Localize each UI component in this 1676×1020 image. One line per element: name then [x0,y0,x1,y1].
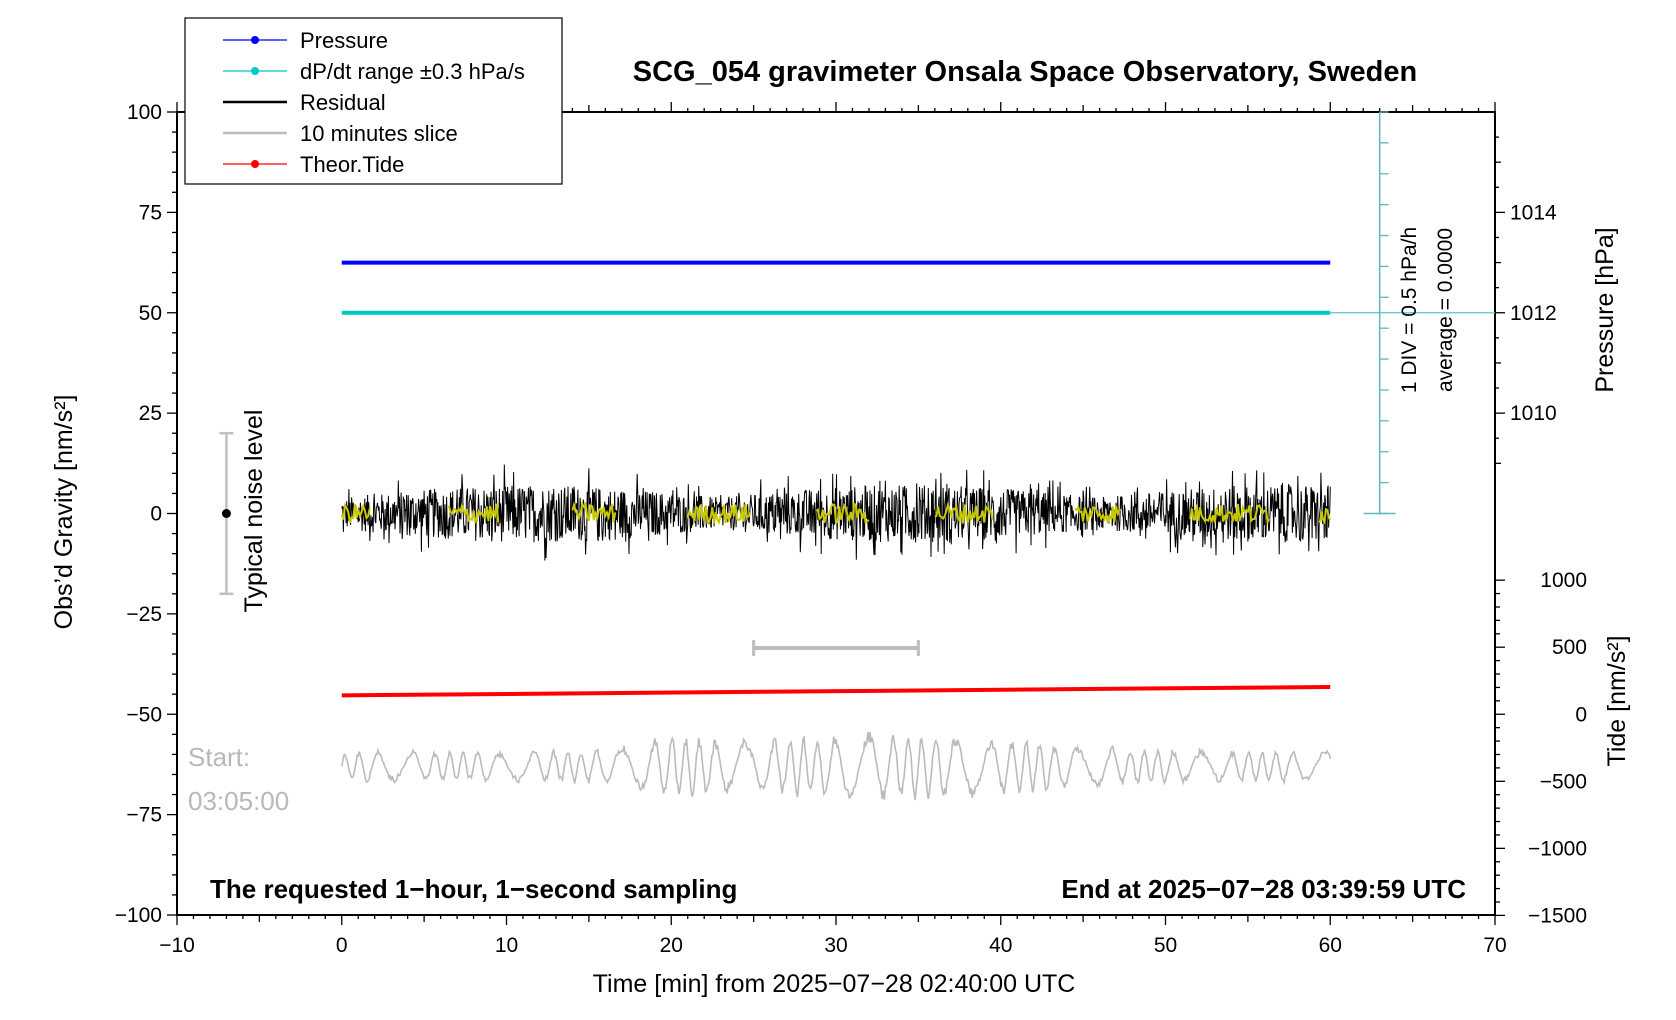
dpdt-average-label: average = 0.0000 [1434,228,1457,392]
x-tick-label: 0 [336,934,348,957]
x-tick-label: 70 [1483,934,1506,957]
x-tick-label: −10 [159,934,195,957]
tide-tick-label: 500 [1552,636,1587,659]
ten-minute-slice-line [341,731,1332,801]
chart-title: SCG_054 gravimeter Onsala Space Observat… [633,56,1417,88]
legend: Pressure dP/dt range ±0.3 hPa/s Residual 10… [184,17,563,185]
residual-smoothed-segment [1189,503,1271,524]
x-tick-label: 50 [1154,934,1177,957]
pressure-tick-label: 1014 [1510,201,1557,224]
y-axis-title-left: Obs’d Gravity [nm/s²] [50,395,78,630]
y-tick-label: 100 [127,101,162,124]
legend-swatch-marker [251,36,259,44]
x-axis-title: Time [min] from 2025−07−28 02:40:00 UTC [593,970,1076,998]
y-tick-label: 0 [150,503,162,526]
residual-smoothed-segment [447,502,500,524]
residual-smoothed-segment [686,503,752,525]
start-label: Start: [188,742,250,772]
start-time: 03:05:00 [188,786,289,816]
residual-smoothed-segment [340,502,371,524]
noise-level-label: Typical noise level [240,410,268,613]
x-tick-label: 30 [824,934,847,957]
legend-entry-label: Theor.Tide [300,152,404,177]
pressure-tick-label: 1012 [1510,302,1557,325]
residual-line [341,464,1331,561]
x-tick-label: 10 [495,934,518,957]
tide-tick-label: 1000 [1540,569,1587,592]
legend-entry-label: Pressure [300,28,388,53]
legend-entry-label: 10 minutes slice [300,121,458,146]
y-tick-label: −75 [126,804,162,827]
legend-swatch-marker [251,160,259,168]
tide-tick-label: 0 [1575,703,1587,726]
y-tick-label: −50 [126,703,162,726]
legend-swatch-marker [251,67,259,75]
tide-tick-label: −1000 [1528,837,1587,860]
pressure-tick-label: 1010 [1510,402,1557,425]
footer-right-note: End at 2025−07−28 03:39:59 UTC [1061,874,1466,904]
residual-smoothed-segment [815,502,870,525]
dpdt-div-label: 1 DIV = 0.5 hPa/h [1398,227,1421,393]
footer-left-note: The requested 1−hour, 1−second sampling [210,874,737,904]
residual-smoothed-segment [1318,507,1332,526]
y-axis-title-pressure: Pressure [hPa] [1591,227,1619,392]
noise-level-center-dot [221,509,231,518]
y-tick-label: 75 [139,201,162,224]
residual-smoothed-segment [1074,504,1122,524]
legend-entry-label: dP/dt range ±0.3 hPa/s [300,59,525,84]
residual-smoothed-segment [934,501,994,525]
annotation-layer: SCG_054 gravimeter Onsala Space Observat… [50,56,1631,998]
y-tick-label: 25 [139,402,162,425]
y-tick-label: −25 [126,603,162,626]
legend-entry-label: Residual [300,90,386,115]
theor-tide-line [341,684,1331,698]
x-tick-label: 40 [989,934,1012,957]
y-axis-title-tide: Tide [nm/s²] [1603,635,1631,766]
tide-tick-label: −1500 [1528,904,1587,927]
axes-layer: −10 0 10 20 30 40 50 60 701007550250−25−50−75−10… [115,101,1587,957]
y-tick-label: 50 [139,302,162,325]
x-tick-label: 20 [660,934,683,957]
x-tick-label: 60 [1319,934,1342,957]
residual-smoothed-segment [571,501,617,523]
series-layer [340,111,1495,801]
y-tick-label: −100 [115,904,162,927]
tide-tick-label: −500 [1540,770,1587,793]
